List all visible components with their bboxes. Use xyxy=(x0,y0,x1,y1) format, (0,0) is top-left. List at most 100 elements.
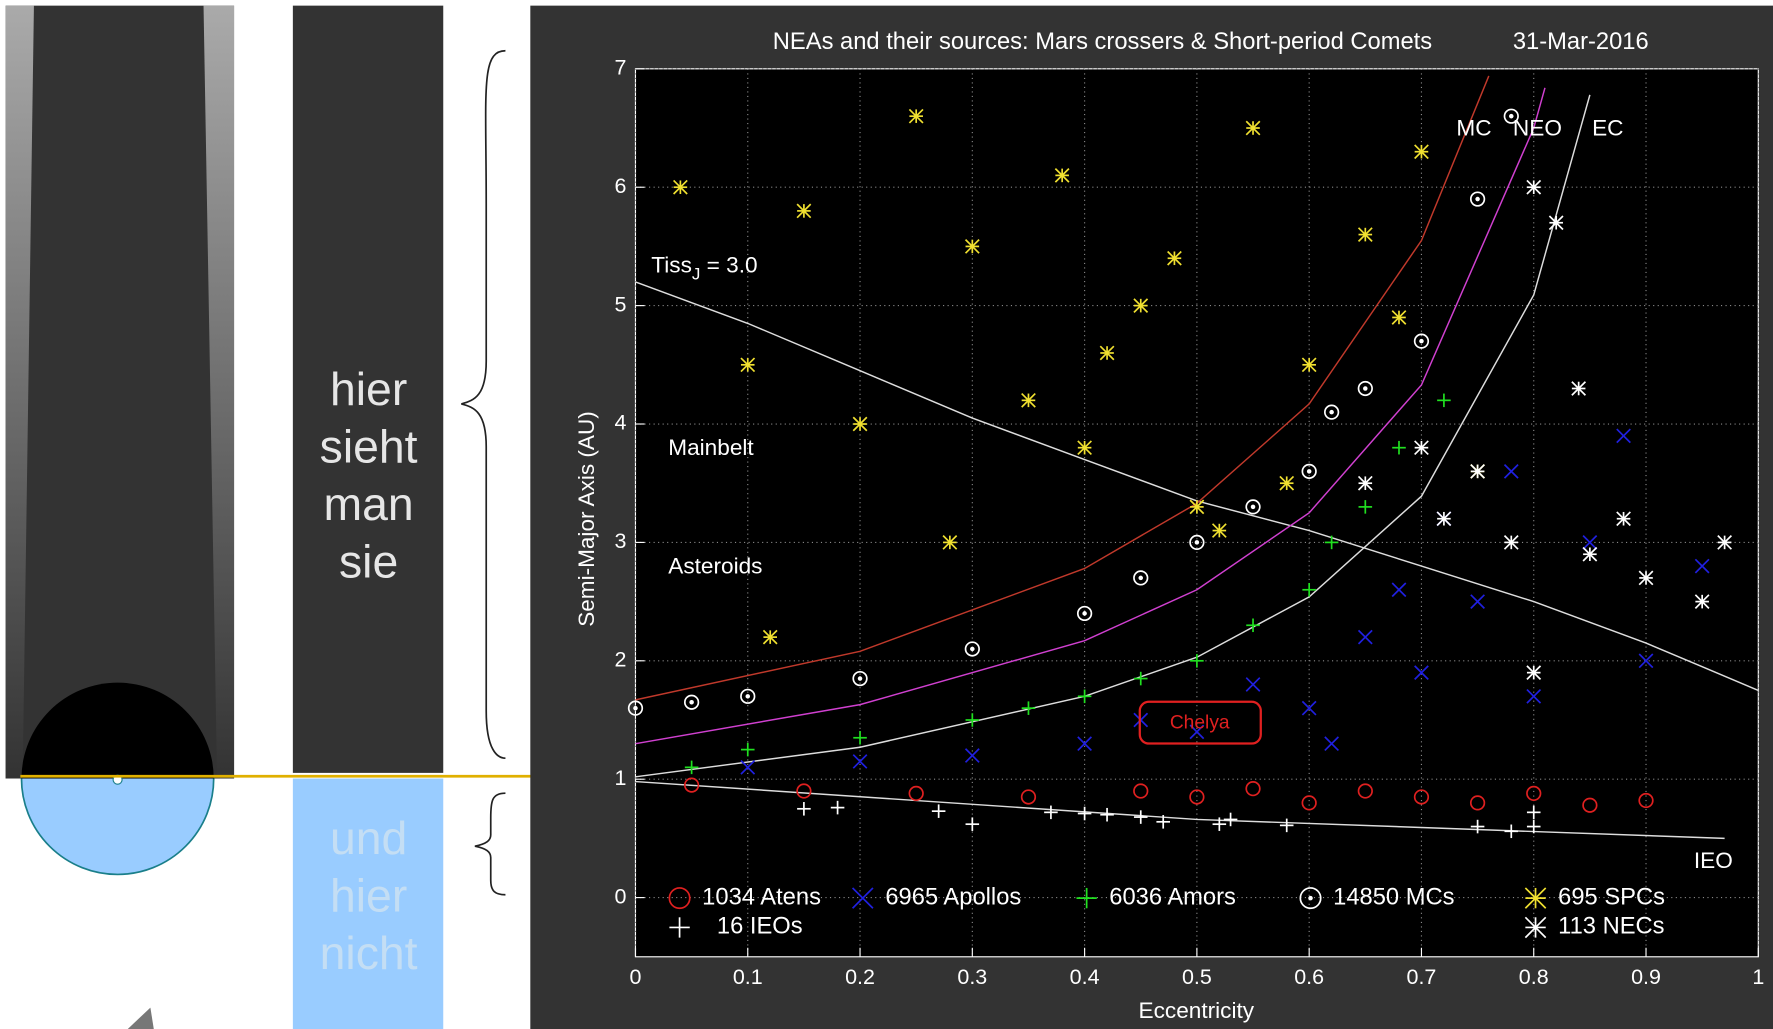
middle-column xyxy=(292,5,444,773)
brace xyxy=(474,792,506,896)
point xyxy=(1246,618,1260,633)
point xyxy=(1469,795,1486,811)
marker-dot xyxy=(1082,611,1087,616)
point xyxy=(1324,535,1339,550)
point xyxy=(1414,144,1429,160)
point xyxy=(1133,298,1149,313)
point xyxy=(1638,570,1654,586)
annotation: TissJ = 3.0 xyxy=(651,252,757,284)
x-tick-label: 0.1 xyxy=(733,965,763,989)
left-edge xyxy=(5,5,34,779)
x-tick-label: 0 xyxy=(630,965,642,989)
marker-circle xyxy=(1301,463,1317,479)
annotation-box xyxy=(1138,700,1262,745)
legend-marker xyxy=(1299,887,1322,910)
point xyxy=(1357,783,1373,799)
x-tick-label: 1 xyxy=(1752,965,1764,989)
marker-circle xyxy=(1582,797,1598,813)
point xyxy=(1301,795,1317,811)
x-tick-label: 0.6 xyxy=(1294,965,1324,989)
marker-circle xyxy=(683,694,700,710)
annotation: MC xyxy=(1456,116,1491,141)
point xyxy=(1133,810,1148,824)
annotation-part: J xyxy=(692,265,700,284)
point xyxy=(1279,818,1294,833)
point xyxy=(1503,535,1519,550)
marker-circle xyxy=(1245,781,1261,797)
marker-circle xyxy=(668,887,691,910)
marker-stroke xyxy=(1503,464,1519,479)
y-axis-label: Semi-Major Axis (AU) xyxy=(574,411,599,627)
point xyxy=(1357,380,1373,397)
point xyxy=(852,670,868,687)
legend-marker xyxy=(1524,916,1547,939)
point xyxy=(1189,724,1205,740)
point xyxy=(964,641,980,657)
point xyxy=(1189,789,1205,805)
marker-circle xyxy=(1020,789,1037,805)
marker-circle xyxy=(1503,108,1519,124)
point xyxy=(1470,464,1485,479)
point xyxy=(1245,120,1261,136)
annotation: Mainbelt xyxy=(668,435,754,460)
point xyxy=(1526,805,1541,820)
marker-dot xyxy=(1475,196,1480,202)
side-label: hier xyxy=(330,363,407,415)
point xyxy=(1189,534,1205,551)
legend-marker xyxy=(851,887,874,909)
point xyxy=(853,730,867,745)
marker-circle xyxy=(1469,795,1486,811)
marker-circle xyxy=(1133,570,1149,586)
x-tick-label: 0.7 xyxy=(1407,965,1437,989)
marker-circle xyxy=(627,700,644,716)
point xyxy=(1357,475,1373,491)
point xyxy=(1223,812,1238,827)
marker-stroke xyxy=(851,887,874,909)
point xyxy=(1301,700,1317,716)
left-column xyxy=(5,5,235,779)
point xyxy=(1526,179,1542,195)
y-tick-label: 0 xyxy=(614,884,626,908)
x-tick-label: 0.9 xyxy=(1631,965,1661,989)
marker-circle xyxy=(1076,605,1093,622)
point xyxy=(1357,227,1373,242)
annotation: Asteroids xyxy=(668,554,762,579)
legend-marker xyxy=(668,887,691,910)
marker-circle xyxy=(908,785,924,802)
marker-circle xyxy=(1133,783,1149,799)
annotation: NEO xyxy=(1513,116,1562,141)
marker-circle xyxy=(1323,404,1340,420)
point xyxy=(1324,736,1340,752)
point xyxy=(1245,499,1261,515)
point xyxy=(740,742,755,757)
marker-dot xyxy=(1306,469,1312,474)
x-axis-label: Eccentricity xyxy=(1139,998,1255,1023)
point xyxy=(1021,701,1036,715)
point xyxy=(1190,654,1204,668)
legend-label: 14850 MCs xyxy=(1333,884,1454,910)
marker-dot xyxy=(1194,540,1200,545)
point xyxy=(627,700,644,716)
marker-circle xyxy=(1189,534,1205,551)
point xyxy=(1413,333,1430,349)
marker-circle xyxy=(740,688,756,704)
marker-stroke xyxy=(964,748,980,763)
side-label-hidden: nicht xyxy=(320,927,418,979)
marker-stroke xyxy=(1694,558,1710,574)
point xyxy=(1077,736,1092,752)
y-tick-label: 5 xyxy=(614,292,626,316)
marker-circle xyxy=(1526,785,1542,802)
circle-top xyxy=(21,682,214,779)
legend-label: 113 NECs xyxy=(1558,914,1664,940)
point xyxy=(830,800,845,815)
point xyxy=(1301,463,1317,479)
point xyxy=(1133,570,1149,586)
point xyxy=(1470,594,1485,609)
y-tick-label: 6 xyxy=(614,174,626,198)
point xyxy=(1616,428,1631,444)
marker-circle xyxy=(852,670,868,687)
point xyxy=(1189,499,1205,515)
point xyxy=(797,802,811,816)
point xyxy=(762,629,778,645)
annotation: EC xyxy=(1592,116,1623,141)
